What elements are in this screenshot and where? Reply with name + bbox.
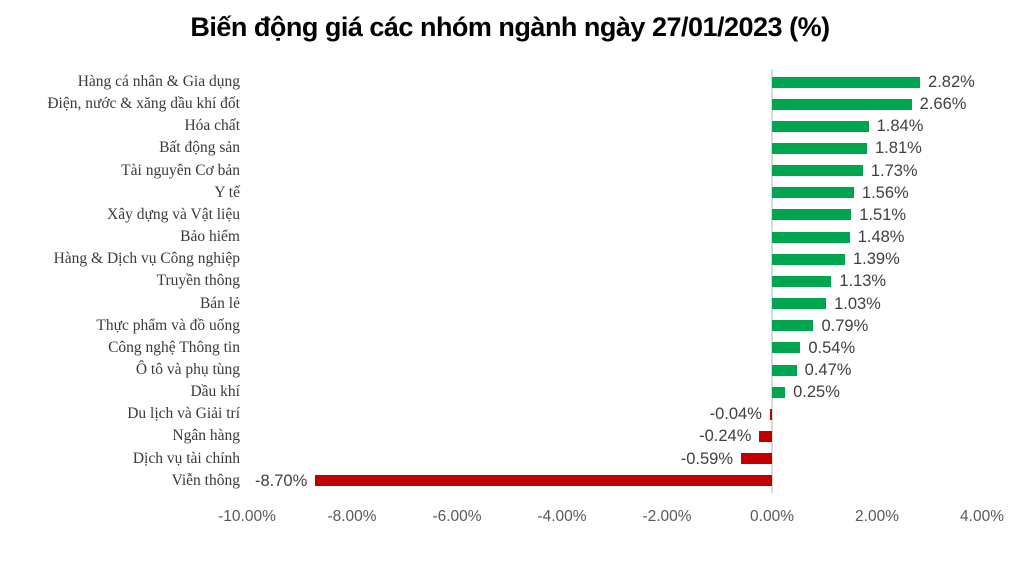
value-label: 1.81% [875, 139, 922, 158]
category-label: Bán lẻ [199, 294, 240, 312]
x-axis-tick-label: -8.00% [327, 508, 377, 525]
category-label: Điện, nước & xăng dầu khí đốt [47, 95, 240, 113]
value-label: 1.13% [839, 272, 887, 291]
category-label: Du lịch và Giải trí [127, 405, 240, 423]
value-label: 0.54% [808, 338, 856, 357]
x-axis-tick-label: -2.00% [642, 508, 692, 525]
value-label: -0.24% [699, 427, 752, 446]
x-axis-tick-label: 2.00% [855, 508, 899, 525]
positive-bar [772, 253, 845, 265]
x-axis-tick-label: 0.00% [750, 508, 794, 525]
category-label: Thực phẩm và đồ uống [96, 316, 240, 334]
positive-bar [772, 320, 814, 332]
x-axis-tick-label: -10.00% [218, 508, 276, 525]
positive-bar [772, 98, 912, 110]
value-label: 1.03% [834, 294, 881, 313]
negative-bar [741, 453, 772, 465]
value-label: 0.25% [793, 383, 840, 402]
negative-bar [769, 408, 772, 420]
positive-bar [772, 143, 868, 155]
value-label: 0.79% [821, 316, 869, 335]
positive-bar [772, 187, 854, 199]
positive-bar [772, 231, 850, 243]
category-label: Bảo hiểm [180, 228, 240, 246]
value-label: 1.48% [857, 228, 905, 247]
value-label: 2.82% [928, 73, 975, 91]
category-label: Công nghệ Thông tin [108, 338, 240, 356]
category-label: Hàng cá nhân & Gia dụng [77, 73, 240, 90]
value-label: 2.66% [919, 95, 967, 114]
category-label: Ngân hàng [172, 427, 240, 445]
value-label: 1.51% [859, 205, 907, 224]
value-label: 1.84% [876, 117, 924, 136]
value-label: -8.70% [254, 471, 308, 490]
category-label: Tài nguyên Cơ bản [121, 161, 240, 179]
category-label: Y tế [214, 183, 240, 201]
value-label: -0.04% [709, 405, 762, 424]
positive-bar [772, 209, 852, 221]
value-label: 1.39% [852, 250, 900, 269]
positive-bar [772, 120, 869, 132]
positive-bar [772, 298, 827, 310]
positive-bar [772, 76, 921, 88]
value-label: -0.59% [680, 449, 734, 468]
value-label: 1.73% [870, 161, 918, 180]
positive-bar [772, 364, 797, 376]
category-label: Dầu khí [190, 383, 240, 401]
value-label: 0.47% [804, 360, 852, 379]
x-axis-tick-label: -6.00% [432, 508, 482, 525]
category-label: Dịch vụ tài chính [132, 449, 240, 467]
category-label: Hàng & Dịch vụ Công nghiệp [53, 250, 240, 268]
positive-bar [772, 275, 832, 287]
positive-bar [772, 165, 863, 177]
category-label: Viễn thông [171, 471, 240, 489]
value-label: 1.56% [861, 183, 909, 202]
category-label: Ô tô và phụ tùng [135, 360, 240, 378]
category-label: Truyền thông [156, 272, 240, 290]
chart-title: Biến động giá các nhóm ngành ngày 27/01/… [190, 12, 830, 42]
negative-bar [315, 475, 772, 487]
category-label: Xây dựng và Vật liệu [107, 205, 240, 223]
x-axis-tick-label: 4.00% [960, 508, 1004, 525]
positive-bar [772, 342, 801, 354]
category-label: Hóa chất [184, 117, 240, 135]
x-axis-tick-label: -4.00% [537, 508, 587, 525]
category-label: Bất động sản [159, 139, 240, 157]
negative-bar [759, 430, 772, 442]
positive-bar [772, 386, 786, 398]
